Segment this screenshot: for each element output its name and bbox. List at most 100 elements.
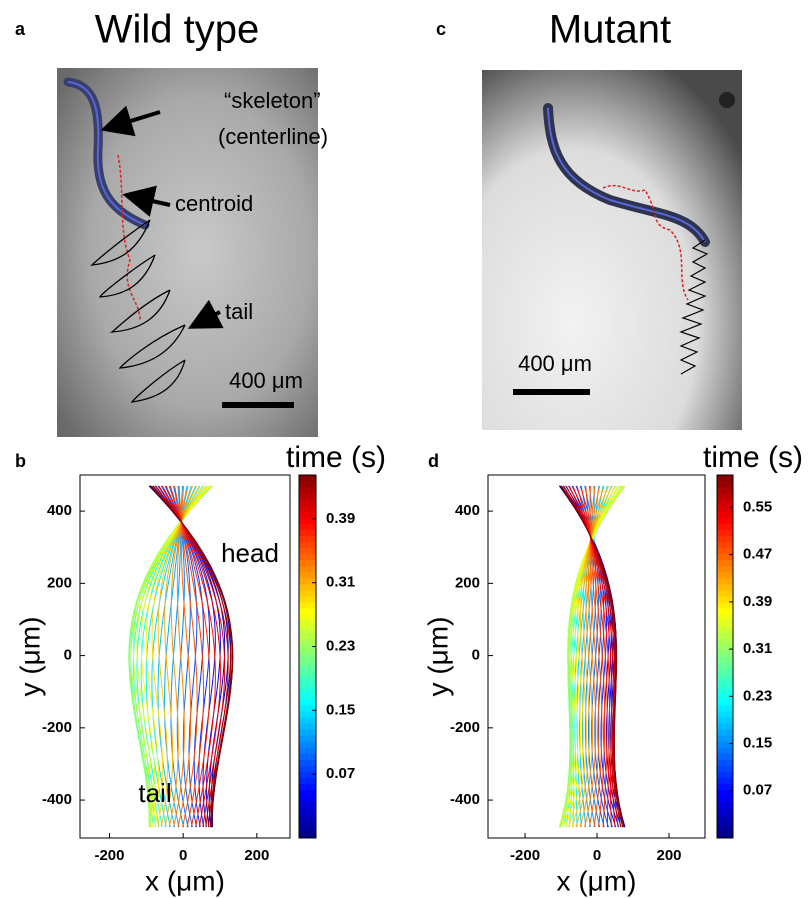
x-tick-label: 200	[244, 847, 269, 864]
colorbar-step	[717, 620, 733, 627]
colorbar-tick-label: 0.55	[743, 498, 772, 515]
colorbar-step	[299, 825, 316, 833]
worm-trace	[157, 485, 201, 828]
colorbar-step	[299, 493, 316, 500]
colorbar-step	[717, 674, 733, 682]
colorbar-tick-label: 0.23	[743, 687, 772, 704]
colorbar-step	[717, 801, 733, 809]
colorbar-step	[717, 686, 733, 694]
colorbar-step	[299, 735, 316, 742]
colorbar-step	[299, 505, 316, 512]
tail-traces	[90, 219, 186, 403]
colorbar-step	[299, 602, 316, 609]
colorbar-tick-label: 0.31	[743, 640, 772, 657]
y-tick-label: 0	[472, 647, 480, 664]
colorbar-step	[717, 505, 733, 512]
worm-trace	[140, 485, 210, 828]
plot-frame	[79, 474, 291, 839]
colorbar-step	[299, 747, 316, 754]
panel-label: c	[436, 19, 446, 39]
colorbar-step	[299, 571, 316, 579]
y-tick-label: 400	[455, 502, 480, 519]
scale-bar-label: 400 μm	[518, 351, 592, 376]
colorbar-step	[717, 825, 733, 833]
colorbar-step	[717, 777, 733, 785]
colorbar-step	[717, 729, 733, 736]
colorbar-tick-label: 0.39	[326, 510, 355, 527]
colorbar-step	[299, 577, 316, 585]
colorbar-step	[717, 831, 733, 839]
annotation: head	[221, 538, 279, 568]
annotation: centroid	[175, 191, 253, 216]
worm-trace	[158, 485, 226, 828]
y-axis-label: y (μm)	[422, 617, 453, 697]
colorbar-step	[717, 602, 733, 609]
y-tick-label: -400	[450, 791, 480, 808]
colorbar-label: time (s)	[286, 441, 386, 474]
colorbar-label: time (s)	[703, 441, 803, 474]
x-axis-label: x (μm)	[145, 865, 225, 896]
colorbar-step	[717, 596, 733, 603]
colorbar-step	[299, 596, 316, 603]
colorbar-step	[299, 589, 316, 597]
colorbar-step	[299, 813, 316, 821]
colorbar-step	[717, 813, 733, 821]
x-tick-label: 0	[593, 847, 601, 864]
x-axis-label: x (μm)	[557, 865, 637, 896]
colorbar-tick-label: 0.47	[743, 546, 772, 563]
colorbar-step	[717, 535, 733, 543]
colorbar-tick-label: 0.15	[326, 701, 355, 718]
colorbar-step	[717, 529, 733, 536]
colorbar-step	[299, 729, 316, 736]
colorbar-step	[717, 789, 733, 797]
colorbar-step	[299, 559, 316, 567]
colorbar-step	[717, 475, 733, 482]
worm-trace	[559, 485, 625, 828]
colorbar-step	[299, 583, 316, 591]
scale-bar-label: 400 μm	[229, 368, 303, 393]
colorbar-step	[717, 717, 733, 724]
panel-label: d	[428, 451, 439, 471]
worm-trace	[177, 485, 192, 828]
y-tick-label: 200	[455, 574, 480, 591]
colorbar-step	[717, 487, 733, 494]
colorbar-step	[299, 487, 316, 494]
y-tick-label: 400	[47, 502, 72, 519]
colorbar-step	[299, 698, 316, 706]
colorbar-step	[299, 535, 316, 543]
colorbar-step	[717, 747, 733, 754]
worm-trace	[145, 485, 207, 828]
colorbar-step	[299, 626, 316, 633]
skeleton	[67, 81, 146, 226]
colorbar-step	[299, 807, 316, 815]
colorbar-step	[717, 565, 733, 573]
annotation: (centerline)	[218, 124, 328, 149]
arrow	[100, 105, 161, 137]
colorbar-step	[299, 674, 316, 682]
colorbar-step	[717, 632, 733, 639]
y-tick-label: -200	[42, 719, 72, 736]
colorbar-step	[717, 710, 733, 718]
colorbar-step	[299, 692, 316, 700]
colorbar-step	[299, 668, 316, 676]
panel-label: a	[15, 19, 26, 39]
colorbar-step	[717, 499, 733, 506]
panel-label: b	[15, 451, 26, 471]
colorbar-step	[717, 698, 733, 706]
colorbar-step	[299, 777, 316, 785]
y-tick-label: 0	[64, 647, 72, 664]
photo	[482, 70, 742, 430]
colorbar-step	[299, 638, 316, 645]
worm-trace	[174, 485, 205, 828]
colorbar-step	[717, 741, 733, 748]
annotation: tail	[225, 299, 253, 324]
colorbar-step	[717, 517, 733, 524]
colorbar-step	[299, 831, 316, 839]
worm-traces	[128, 485, 234, 828]
colorbar-step	[717, 795, 733, 803]
colorbar-step	[299, 801, 316, 809]
colorbar-step	[299, 783, 316, 791]
x-tick-label: 200	[656, 847, 681, 864]
colorbar-step	[299, 644, 316, 651]
